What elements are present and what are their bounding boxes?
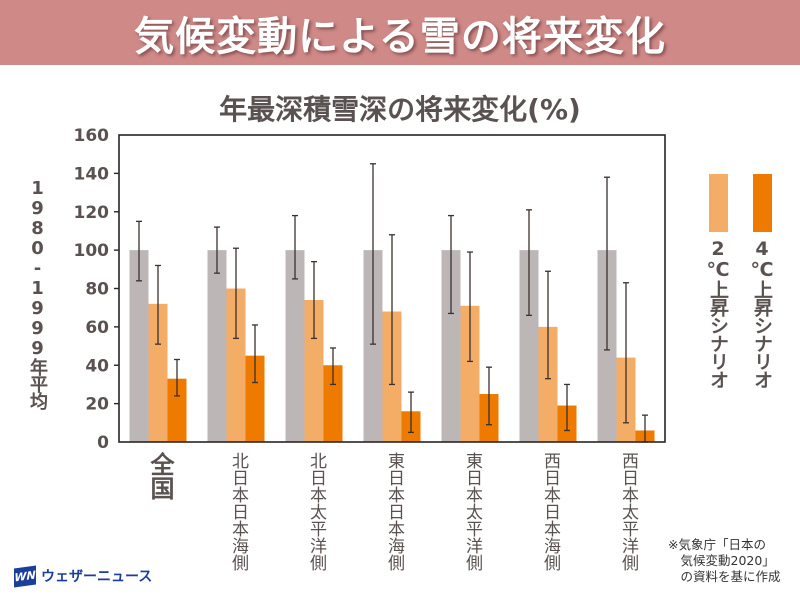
- logo-mark: WN: [14, 564, 36, 588]
- category-label: 東日本太平洋側: [462, 452, 482, 571]
- bar: [285, 250, 305, 442]
- y-tick-label: 120: [74, 203, 110, 223]
- bar: [519, 250, 539, 442]
- category-label: 北日本太平洋側: [306, 452, 326, 571]
- y-tick-label: 80: [85, 280, 109, 300]
- y-axis-label: 1980-1999年平均: [27, 178, 48, 409]
- bar: [167, 378, 187, 442]
- legend-swatch-2c: [708, 174, 728, 232]
- category-label: 北日本日本海側: [228, 452, 248, 571]
- category-label: 東日本日本海側: [384, 452, 404, 571]
- legend-label-4c: 4℃上昇シナリオ: [751, 238, 773, 388]
- banner-title: 気候変動による雪の将来変化: [134, 13, 666, 60]
- y-tick-label: 40: [85, 356, 109, 376]
- logo-text: ウェザーニュース: [41, 569, 153, 585]
- legend-label-2c: 2℃上昇シナリオ: [707, 238, 729, 388]
- y-tick-label: 160: [74, 126, 110, 146]
- bar: [441, 250, 461, 442]
- category-label: 西日本日本海側: [540, 452, 560, 571]
- y-tick-label: 20: [85, 395, 109, 415]
- y-tick-label: 0: [97, 433, 109, 453]
- bar: [460, 305, 480, 442]
- y-tick-label: 100: [74, 241, 110, 261]
- legend-item-2c: 2℃上昇シナリオ: [706, 174, 730, 388]
- bar: [323, 365, 343, 442]
- bar: [245, 355, 265, 442]
- bar: [207, 250, 227, 442]
- legend-swatch-4c: [752, 174, 772, 232]
- y-tick-label: 60: [85, 318, 109, 338]
- category-label: 西日本太平洋側: [618, 452, 638, 571]
- chart-title: 年最深積雪深の将来変化(%): [219, 93, 581, 126]
- bar: [538, 326, 558, 442]
- bar: [226, 288, 246, 442]
- category-label: 全国: [146, 452, 174, 500]
- bar: [148, 303, 168, 442]
- header-banner: 気候変動による雪の将来変化: [0, 0, 800, 65]
- bar: [304, 300, 324, 442]
- legend-item-4c: 4℃上昇シナリオ: [750, 174, 774, 388]
- y-tick-label: 140: [74, 164, 110, 184]
- weathernews-logo: WN ウェザーニュース: [14, 564, 153, 588]
- source-note: ※気象庁「日本の 気候変動2020」 の資料を基に作成: [668, 537, 781, 584]
- bar: [363, 250, 383, 442]
- bar: [129, 250, 149, 442]
